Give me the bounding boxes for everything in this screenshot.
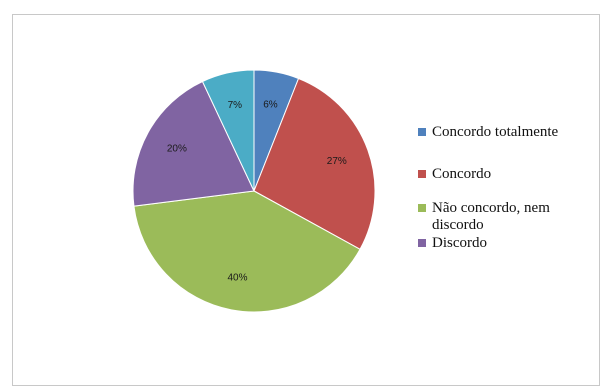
legend-swatch [418, 204, 426, 212]
legend-item-concordo: Concordo [418, 166, 598, 183]
pie-data-label: 7% [228, 100, 243, 111]
legend-swatch [418, 128, 426, 136]
pie-slice-concordo [253, 77, 376, 250]
legend-label: Não concordo, nem discordo [432, 200, 550, 233]
pie-slice-other [201, 69, 255, 192]
legend-item-nao-concordo-nem-discordo: Não concordo, nem discordo [418, 200, 598, 234]
pie-data-label: 20% [167, 144, 187, 155]
pie-slice-discordo [132, 80, 255, 207]
legend-label: Concordo totalmente [432, 124, 559, 140]
pie-data-label: 40% [228, 272, 248, 283]
legend-swatch [418, 239, 426, 247]
legend-label: Concordo [432, 166, 492, 182]
legend-label: Discordo [432, 235, 487, 251]
pie-data-label: 27% [327, 156, 347, 167]
legend-item-discordo: Discordo [418, 235, 598, 252]
pie-data-label: 6% [263, 100, 278, 111]
chart-legend: Concordo totalmente Concordo Não concord… [418, 124, 598, 252]
legend-item-concordo-totalmente: Concordo totalmente [418, 124, 598, 141]
legend-swatch [418, 170, 426, 178]
pie-slice-nao-concordo-nem-discordo [133, 190, 361, 313]
